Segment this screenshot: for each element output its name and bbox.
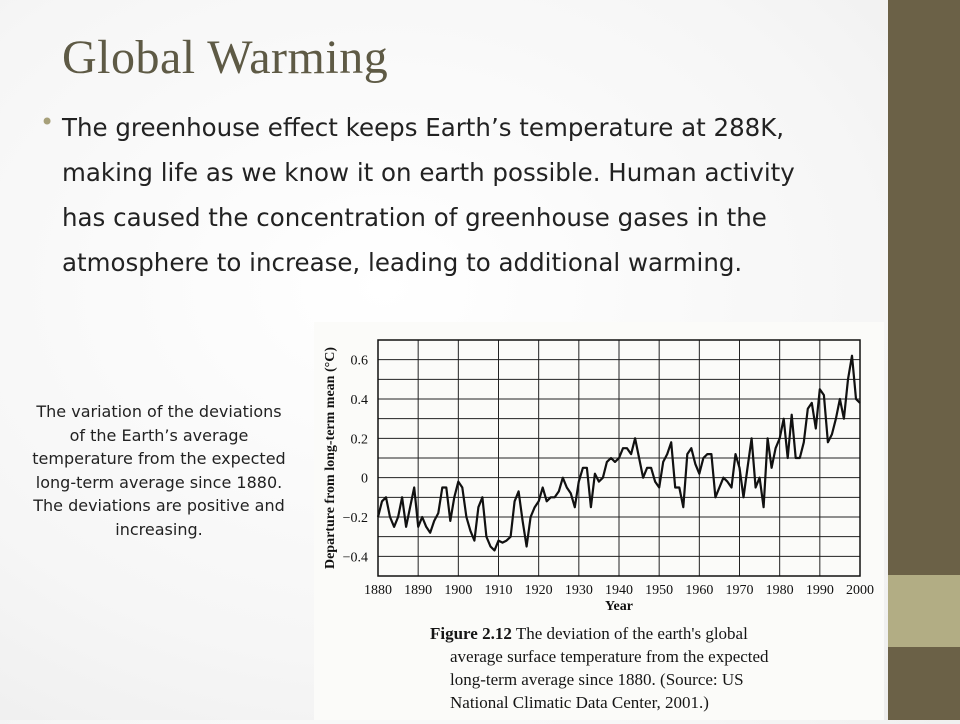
x-tick-label: 2000 (846, 583, 874, 598)
figure-caption: Figure 2.12 The deviation of the earth's… (430, 622, 880, 714)
x-tick-label: 1990 (806, 583, 834, 598)
x-tick-label: 1940 (605, 583, 633, 598)
y-tick-label: −0.2 (343, 511, 368, 526)
y-tick-label: 0.6 (351, 354, 369, 369)
x-tick-label: 1920 (525, 583, 553, 598)
bullet-text: The greenhouse effect keeps Earth’s temp… (62, 113, 795, 277)
x-tick-label: 1930 (565, 583, 593, 598)
y-tick-label: 0.4 (351, 393, 369, 408)
x-tick-label: 1960 (685, 583, 713, 598)
figure-label: Figure 2.12 (430, 624, 512, 643)
y-tick-label: 0.2 (351, 432, 369, 447)
bullet-dot-icon: • (40, 108, 55, 136)
plot-frame (377, 339, 861, 577)
y-tick-label: 0 (361, 472, 368, 487)
sidebar-accent-block (888, 575, 960, 647)
temperature-series-line (376, 354, 861, 552)
figure-caption-line-1: The deviation of the earth's global (515, 624, 748, 643)
x-tick-label: 1970 (726, 583, 754, 598)
figure-caption-line-3: long-term average since 1880. (Source: U… (450, 670, 744, 689)
x-tick-label: 1910 (485, 583, 513, 598)
y-axis-label: Departure from long-term mean (°C) (323, 347, 338, 569)
x-tick-label: 1880 (364, 583, 392, 598)
figure-caption-line-2: average surface temperature from the exp… (450, 647, 769, 666)
temperature-chart: 1880 1890 1900 1910 1920 1930 1940 1950 1960 1970… (323, 339, 874, 614)
x-tick-label: 1980 (766, 583, 794, 598)
figure-image: 1880 1890 1900 1910 1920 1930 1940 1950 1960 1970… (314, 322, 884, 720)
side-caption: The variation of the deviations of the E… (32, 402, 286, 539)
x-axis-label: Year (605, 599, 633, 614)
x-tick-label: 1900 (444, 583, 472, 598)
figure-caption-line-4: National Climatic Data Center, 2001.) (450, 693, 709, 712)
x-tick-label: 1950 (645, 583, 673, 598)
slide-title: Global Warming (62, 31, 389, 84)
y-tick-label: −0.4 (343, 550, 368, 565)
x-tick-label: 1890 (404, 583, 432, 598)
